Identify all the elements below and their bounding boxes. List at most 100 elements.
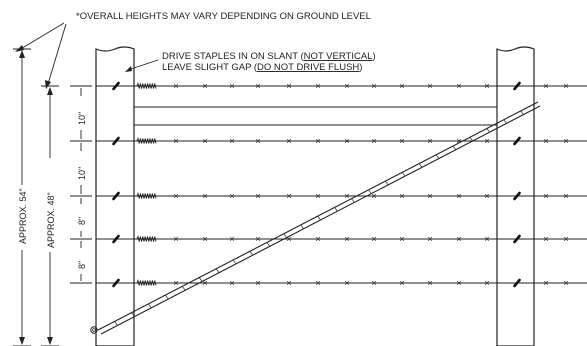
brace-twist-tick xyxy=(503,119,507,124)
staple-mark xyxy=(112,234,120,244)
barb-mark: × xyxy=(344,234,349,244)
tension-spring xyxy=(136,235,157,242)
barb-mark: × xyxy=(371,81,376,91)
barb-mark: × xyxy=(371,278,376,288)
brace-twist-tick xyxy=(181,285,186,291)
barb-mark: × xyxy=(427,278,432,288)
brace-twist-tick xyxy=(114,321,118,326)
barb-mark: × xyxy=(286,81,291,91)
barb-mark: × xyxy=(229,234,234,244)
brace-twist-tick xyxy=(452,145,457,151)
barb-mark: × xyxy=(315,234,320,244)
diagonal-brace-wire xyxy=(90,101,541,335)
staple-mark xyxy=(513,191,521,201)
barb-mark: × xyxy=(286,136,291,146)
brace-twist-tick xyxy=(164,294,169,300)
barb-mark: × xyxy=(399,81,404,91)
barb-mark: × xyxy=(286,234,291,244)
barb-mark: × xyxy=(427,234,432,244)
barbed-wires: × × × × × × × × × × × × × × × × × × × × × × × × × × × × × × × × × × × × × × × ×… xyxy=(96,81,587,288)
barb-mark: × xyxy=(202,191,207,201)
brace-twist-tick xyxy=(486,128,491,133)
staple-mark xyxy=(513,136,521,146)
barb-mark: × xyxy=(399,234,404,244)
spacing-label-1: 10" xyxy=(77,112,87,125)
barb-mark: × xyxy=(399,136,404,146)
barb-mark: × xyxy=(427,136,432,146)
barb-mark: × xyxy=(427,191,432,201)
brace-twist-tick xyxy=(317,215,321,221)
barb-mark: × xyxy=(229,191,234,201)
barb-mark: × xyxy=(344,278,349,288)
brace-twist-tick xyxy=(469,136,474,142)
barb-mark: × xyxy=(543,136,548,146)
barb-mark: × xyxy=(255,81,260,91)
staple-mark xyxy=(513,278,521,288)
spacing-label-2: 10" xyxy=(77,167,87,180)
note-leader-arrows xyxy=(15,22,67,89)
staple-mark xyxy=(112,191,120,201)
brace-twist-tick xyxy=(215,268,220,273)
barb-mark: × xyxy=(173,234,178,244)
brace-twist-tick xyxy=(266,242,271,247)
barb-mark: × xyxy=(484,136,489,146)
barb-mark: × xyxy=(229,136,234,146)
tension-spring xyxy=(136,279,157,286)
barb-mark: × xyxy=(563,234,568,244)
heights-note: *OVERALL HEIGHTS MAY VARY DEPENDING ON G… xyxy=(76,11,371,22)
spacing-label-4: 8" xyxy=(77,261,87,269)
barb-mark: × xyxy=(563,136,568,146)
staple-mark xyxy=(513,81,521,91)
barb-mark: × xyxy=(286,191,291,201)
brace-twist-tick xyxy=(131,312,135,317)
staple-note: DRIVE STAPLES IN ON SLANT (NOT VERTICAL)… xyxy=(125,51,376,73)
brace-twist-tick xyxy=(418,163,423,168)
barb-mark: × xyxy=(484,191,489,201)
barb-mark: × xyxy=(202,136,207,146)
brace-twist-tick xyxy=(367,189,372,194)
staple-mark xyxy=(112,278,120,288)
barb-mark: × xyxy=(399,278,404,288)
barb-mark: × xyxy=(286,278,291,288)
barb-mark: × xyxy=(173,278,178,288)
barb-mark: × xyxy=(229,81,234,91)
staple-mark xyxy=(513,234,521,244)
svg-text:LEAVE SLIGHT GAP (DO NOT DRIVE: LEAVE SLIGHT GAP (DO NOT DRIVE FLUSH) xyxy=(162,62,362,73)
horizontal-brace xyxy=(134,106,497,126)
brace-twist-tick xyxy=(401,171,406,177)
brace-twist-tick xyxy=(300,224,304,229)
barb-mark: × xyxy=(456,136,461,146)
barb-mark: × xyxy=(202,278,207,288)
barb-mark: × xyxy=(484,81,489,91)
barb-mark: × xyxy=(456,278,461,288)
barb-mark: × xyxy=(202,81,207,91)
barb-mark: × xyxy=(371,136,376,146)
barb-mark: × xyxy=(399,191,404,201)
barb-mark: × xyxy=(255,136,260,146)
barb-mark: × xyxy=(543,278,548,288)
brace-twist-tick xyxy=(351,198,355,203)
fence-height-dimension: APPROX. 48" xyxy=(41,85,59,346)
barb-mark: × xyxy=(315,136,320,146)
brace-twist-tick xyxy=(232,259,237,265)
barb-mark: × xyxy=(484,234,489,244)
tension-spring xyxy=(136,82,157,89)
barb-mark: × xyxy=(543,191,548,201)
wire-spacing-dimensions: 10" 10" 8" 8" xyxy=(70,85,92,284)
barb-mark: × xyxy=(371,191,376,201)
barb-mark: × xyxy=(344,136,349,146)
barb-mark: × xyxy=(173,136,178,146)
brace-twist-tick xyxy=(249,250,254,256)
fence-height-label: APPROX. 48" xyxy=(46,192,56,248)
barb-mark: × xyxy=(173,191,178,201)
overall-height-label: APPROX. 54" xyxy=(18,188,28,244)
barb-mark: × xyxy=(255,191,260,201)
staple-mark xyxy=(112,136,120,146)
barb-mark: × xyxy=(255,278,260,288)
barb-mark: × xyxy=(543,81,548,91)
svg-text:DRIVE STAPLES IN ON SLANT (NOT: DRIVE STAPLES IN ON SLANT (NOT VERTICAL) xyxy=(162,51,376,62)
barb-mark: × xyxy=(315,278,320,288)
barb-mark: × xyxy=(315,81,320,91)
barb-mark: × xyxy=(456,191,461,201)
brace-twist-tick xyxy=(147,303,152,308)
